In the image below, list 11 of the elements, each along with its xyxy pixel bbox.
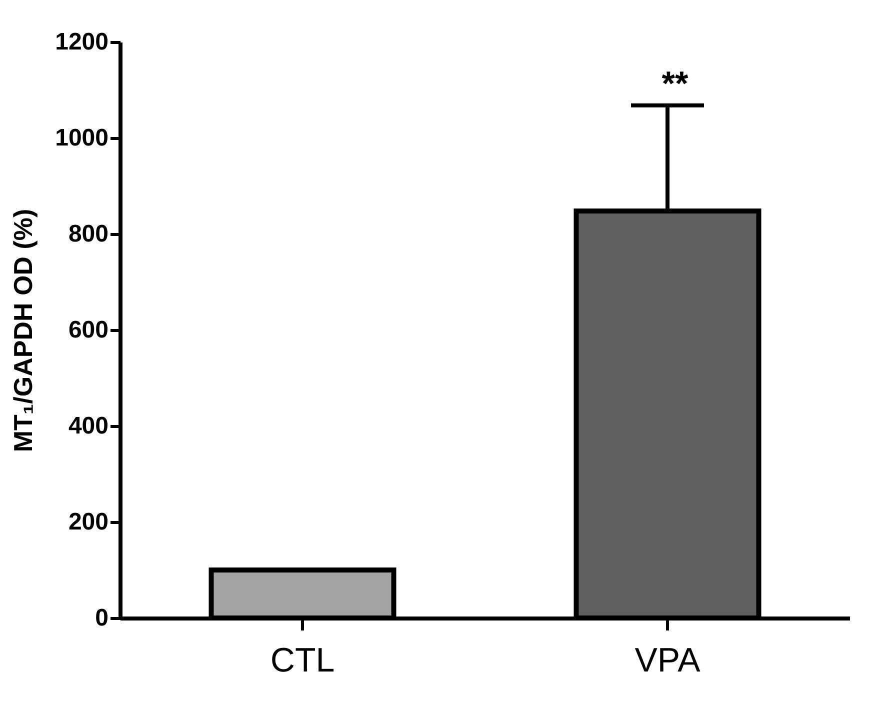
y-tick-label: 0	[95, 604, 108, 632]
y-tick-label: 200	[68, 508, 108, 536]
y-tick-label: 600	[68, 316, 108, 344]
y-tick-label: 1200	[55, 28, 108, 56]
y-axis-title: MT₁/GAPDH OD (%)	[8, 208, 38, 452]
y-tick-label: 1000	[55, 124, 108, 152]
x-tick-label: CTL	[270, 642, 335, 680]
annotation: **	[662, 65, 689, 103]
x-tick-label: VPA	[634, 642, 701, 680]
y-tick-label: 800	[68, 220, 108, 248]
y-tick-label: 400	[68, 412, 108, 440]
